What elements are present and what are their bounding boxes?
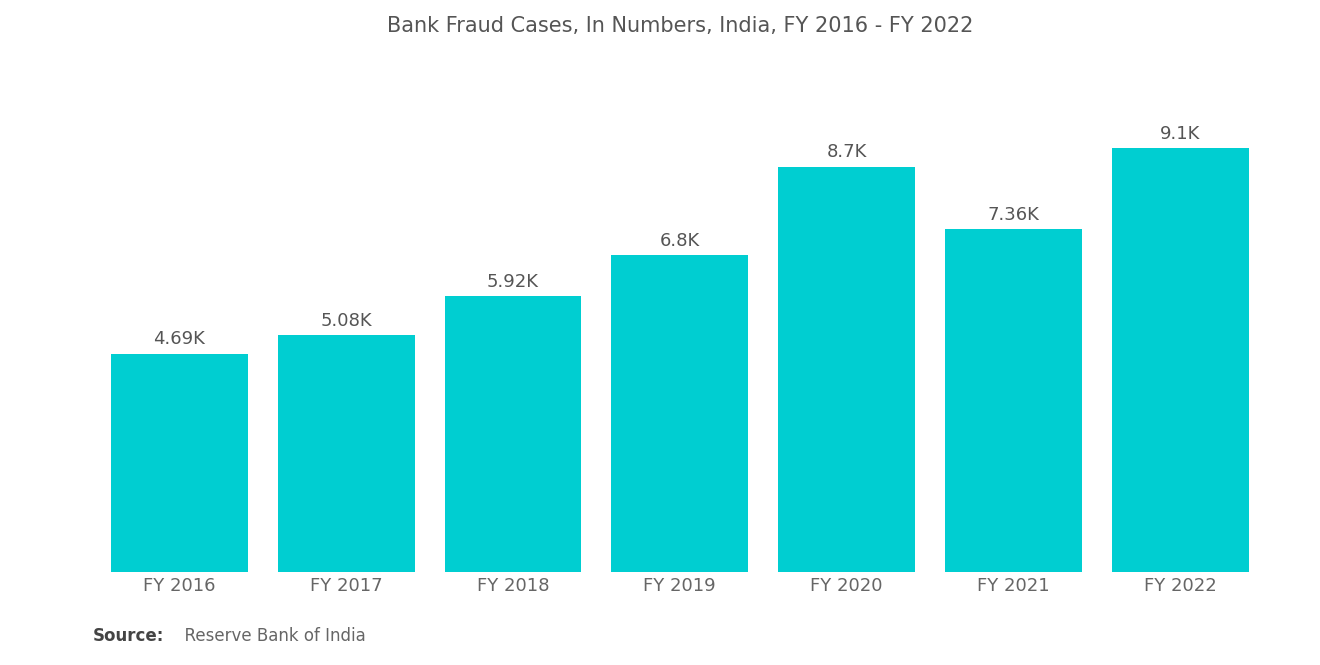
Bar: [445, 297, 581, 572]
Text: 7.36K: 7.36K: [987, 205, 1039, 223]
Text: 6.8K: 6.8K: [660, 232, 700, 250]
Bar: [277, 335, 414, 572]
Text: Reserve Bank of India: Reserve Bank of India: [174, 627, 366, 645]
Text: 9.1K: 9.1K: [1160, 125, 1200, 143]
Bar: [779, 167, 915, 572]
Bar: [1111, 148, 1249, 572]
Bar: [111, 354, 248, 572]
Title: Bank Fraud Cases, In Numbers, India, FY 2016 - FY 2022: Bank Fraud Cases, In Numbers, India, FY …: [387, 16, 973, 36]
Bar: [945, 229, 1082, 572]
Text: Source:: Source:: [92, 627, 164, 645]
Text: 4.69K: 4.69K: [153, 330, 205, 348]
Bar: [611, 255, 748, 572]
Text: 5.92K: 5.92K: [487, 273, 539, 291]
Text: 8.7K: 8.7K: [826, 144, 867, 162]
Text: 5.08K: 5.08K: [321, 312, 372, 330]
